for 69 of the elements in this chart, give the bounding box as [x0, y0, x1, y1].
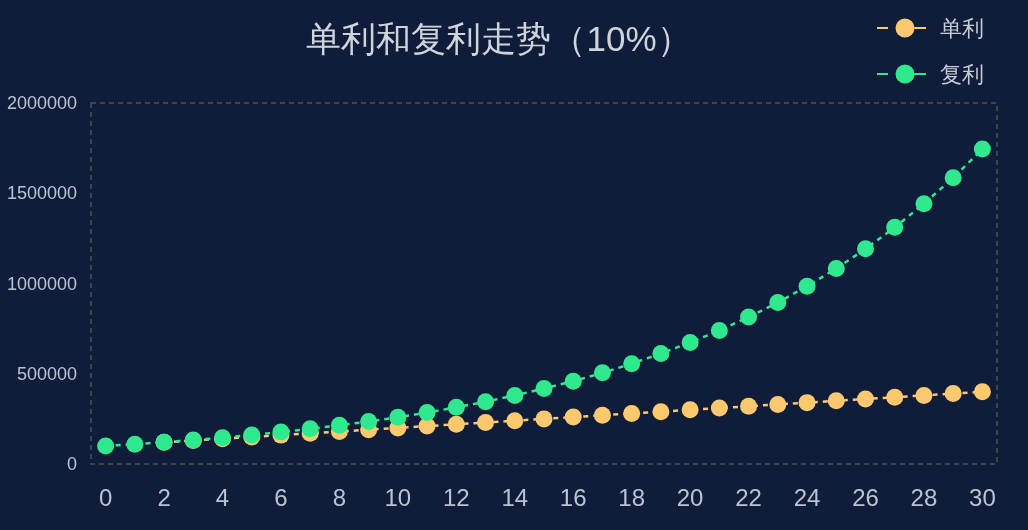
point	[915, 195, 933, 213]
point	[769, 293, 787, 311]
y-tick-label: 1500000	[6, 183, 77, 204]
point	[886, 388, 904, 406]
point	[389, 408, 407, 426]
point	[593, 364, 611, 382]
point	[944, 169, 962, 187]
x-tick-label: 30	[969, 483, 996, 511]
point	[740, 397, 758, 415]
point	[856, 390, 874, 408]
point	[652, 403, 670, 421]
point	[506, 412, 524, 430]
legend-label: 复利	[940, 61, 984, 87]
point	[769, 395, 787, 413]
x-tick-label: 14	[501, 483, 529, 511]
point	[973, 383, 991, 401]
x-tick-label: 18	[618, 483, 646, 511]
x-tick-label: 16	[559, 483, 587, 511]
point	[710, 399, 728, 417]
x-tick-label: 8	[332, 483, 347, 511]
x-tick-label: 20	[676, 483, 704, 511]
point	[477, 393, 495, 411]
point	[623, 404, 641, 422]
point	[301, 420, 319, 438]
point	[827, 260, 845, 278]
legend-label: 单利	[940, 15, 984, 41]
x-tick-label: 28	[910, 483, 938, 511]
point	[593, 406, 611, 424]
point	[740, 308, 758, 326]
point	[827, 392, 845, 410]
chart-title: 单利和复利走势（10%）	[306, 18, 692, 58]
point	[944, 385, 962, 403]
point	[798, 277, 816, 295]
x-tick-label: 6	[274, 483, 288, 511]
point	[97, 437, 115, 455]
point	[418, 404, 436, 422]
x-tick-label: 10	[384, 483, 412, 511]
y-tick-label: 0	[66, 454, 77, 474]
point	[915, 386, 933, 404]
point	[856, 240, 874, 258]
point	[535, 410, 553, 428]
point	[798, 394, 816, 412]
point	[886, 218, 904, 236]
x-tick-label: 26	[852, 483, 879, 511]
point	[564, 372, 582, 390]
y-tick-label: 500000	[16, 363, 77, 384]
x-tick-label: 4	[215, 483, 230, 511]
point	[535, 380, 553, 398]
point	[973, 140, 991, 158]
x-tick-label: 22	[735, 483, 762, 511]
point	[126, 435, 144, 453]
x-tick-label: 2	[157, 483, 171, 511]
point	[506, 386, 524, 404]
point	[330, 416, 348, 434]
point	[710, 321, 728, 339]
point	[477, 413, 495, 431]
x-tick-label: 0	[98, 483, 113, 511]
point	[447, 398, 465, 416]
point	[681, 334, 699, 352]
point	[623, 355, 641, 373]
point	[360, 412, 378, 430]
point	[447, 415, 465, 433]
y-tick-label: 1000000	[6, 273, 77, 294]
point	[564, 408, 582, 426]
point	[652, 345, 670, 363]
y-tick-label: 2000000	[6, 93, 77, 113]
point	[681, 401, 699, 419]
x-tick-label: 24	[793, 483, 821, 511]
x-tick-label: 12	[442, 483, 470, 511]
